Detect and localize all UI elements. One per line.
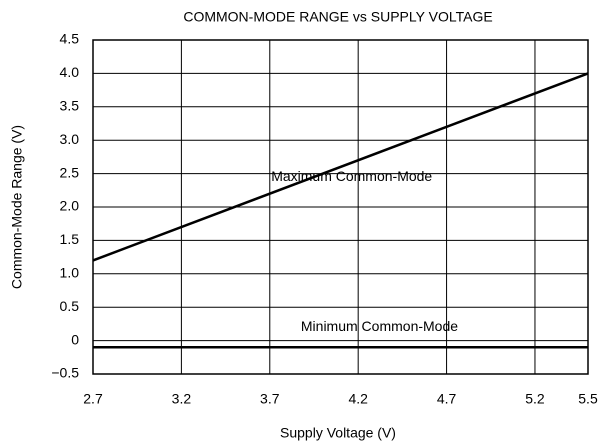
x-tick-label: 5.2 — [525, 391, 545, 407]
y-tick-label: −0.5 — [51, 365, 79, 381]
x-tick-label: 3.7 — [260, 391, 280, 407]
y-tick-label: 0.5 — [60, 298, 80, 314]
y-axis-label: Common-Mode Range (V) — [9, 125, 25, 289]
y-tick-label: 4.5 — [60, 31, 80, 47]
y-tick-label: 3.0 — [60, 131, 80, 147]
series-line — [92, 72, 589, 262]
y-tick-label: 1.0 — [60, 265, 80, 281]
x-tick-label: 3.2 — [172, 391, 192, 407]
plot-frame — [92, 39, 589, 375]
x-tick-label: 4.2 — [348, 391, 368, 407]
y-tick-label: 3.5 — [60, 98, 80, 114]
y-tick-label: 4.0 — [60, 64, 80, 80]
chart-title: COMMON-MODE RANGE vs SUPPLY VOLTAGE — [183, 9, 492, 25]
y-tick-label: 0 — [71, 331, 79, 347]
x-tick-label: 5.5 — [578, 391, 598, 407]
x-axis-label: Supply Voltage (V) — [280, 425, 396, 441]
series-label: Maximum Common-Mode — [271, 168, 432, 184]
x-tick-label: 4.7 — [437, 391, 457, 407]
series-label: Minimum Common-Mode — [301, 318, 458, 334]
y-tick-label: 2.5 — [60, 164, 80, 180]
x-tick-label: 2.7 — [83, 391, 103, 407]
y-tick-label: 2.0 — [60, 198, 80, 214]
y-tick-label: 1.5 — [60, 231, 80, 247]
